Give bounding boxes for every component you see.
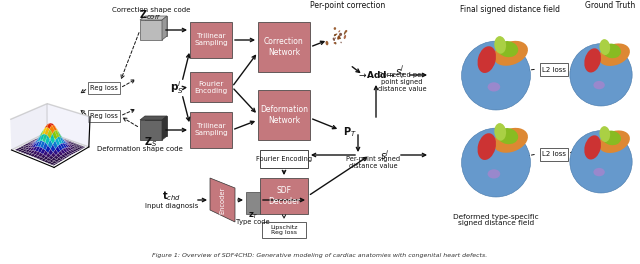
- Polygon shape: [162, 16, 167, 40]
- Text: $\mathbf{p}^i_S$: $\mathbf{p}^i_S$: [170, 80, 184, 96]
- Ellipse shape: [333, 37, 335, 41]
- Text: Deformed type-specific
signed distance field: Deformed type-specific signed distance f…: [453, 214, 539, 227]
- Circle shape: [461, 41, 531, 110]
- Ellipse shape: [593, 81, 605, 89]
- Text: Per-point signed
distance value: Per-point signed distance value: [346, 157, 400, 169]
- Text: Correction shape code: Correction shape code: [112, 7, 190, 13]
- Text: Corrected per-
point signed
distance value: Corrected per- point signed distance val…: [378, 72, 426, 92]
- Ellipse shape: [584, 135, 601, 159]
- Ellipse shape: [600, 39, 610, 55]
- FancyBboxPatch shape: [145, 116, 167, 136]
- Ellipse shape: [326, 41, 328, 45]
- Ellipse shape: [598, 130, 630, 153]
- FancyBboxPatch shape: [190, 22, 232, 58]
- Ellipse shape: [335, 34, 337, 36]
- Text: Ground Truth: Ground Truth: [585, 1, 635, 10]
- FancyBboxPatch shape: [260, 150, 308, 168]
- FancyBboxPatch shape: [190, 72, 232, 102]
- Ellipse shape: [584, 48, 601, 73]
- Polygon shape: [162, 116, 167, 140]
- Text: Input diagnosis: Input diagnosis: [145, 203, 198, 209]
- Text: Lipschitz
Reg loss: Lipschitz Reg loss: [270, 225, 298, 235]
- Text: $\mathbf{Z}_S$: $\mathbf{Z}_S$: [145, 135, 157, 149]
- Ellipse shape: [488, 82, 500, 92]
- Polygon shape: [140, 116, 167, 120]
- Ellipse shape: [335, 42, 337, 44]
- FancyBboxPatch shape: [140, 120, 162, 140]
- Circle shape: [570, 44, 632, 106]
- FancyBboxPatch shape: [540, 148, 568, 161]
- Text: Type code: Type code: [236, 219, 270, 225]
- Ellipse shape: [600, 126, 610, 142]
- Text: Correction
Network: Correction Network: [264, 37, 304, 57]
- Ellipse shape: [333, 27, 336, 30]
- FancyBboxPatch shape: [258, 22, 310, 72]
- Text: Reg loss: Reg loss: [90, 85, 118, 91]
- Text: Deformation
Network: Deformation Network: [260, 105, 308, 125]
- FancyBboxPatch shape: [145, 16, 167, 36]
- Text: L2 loss: L2 loss: [542, 152, 566, 158]
- Ellipse shape: [334, 34, 336, 36]
- Ellipse shape: [334, 34, 336, 36]
- Text: $\mathbf{t}_{chd}$: $\mathbf{t}_{chd}$: [163, 189, 182, 203]
- Text: $s^j_f$: $s^j_f$: [395, 63, 405, 81]
- Ellipse shape: [493, 128, 528, 153]
- Ellipse shape: [477, 133, 496, 160]
- Ellipse shape: [339, 30, 340, 32]
- Ellipse shape: [497, 41, 518, 57]
- Polygon shape: [140, 16, 167, 20]
- FancyBboxPatch shape: [540, 63, 568, 76]
- Circle shape: [570, 131, 632, 193]
- FancyBboxPatch shape: [88, 110, 120, 122]
- Text: $\mathbf{z}_T$: $\mathbf{z}_T$: [248, 211, 259, 221]
- Circle shape: [461, 128, 531, 197]
- Text: Trilinear
Sampling: Trilinear Sampling: [194, 124, 228, 136]
- Ellipse shape: [337, 35, 340, 40]
- Text: Fourier
Encoding: Fourier Encoding: [195, 81, 228, 93]
- Ellipse shape: [493, 41, 528, 66]
- FancyBboxPatch shape: [262, 222, 306, 238]
- Text: $\mathbf{Z}_{corr}$: $\mathbf{Z}_{corr}$: [140, 8, 163, 22]
- Text: Fourier Encoding: Fourier Encoding: [256, 156, 312, 162]
- Ellipse shape: [344, 35, 346, 39]
- Ellipse shape: [333, 42, 335, 44]
- Text: SDF
Decoder: SDF Decoder: [268, 186, 300, 206]
- FancyBboxPatch shape: [260, 178, 308, 214]
- FancyBboxPatch shape: [140, 20, 162, 40]
- Polygon shape: [210, 178, 235, 222]
- Ellipse shape: [602, 44, 621, 58]
- FancyBboxPatch shape: [190, 112, 232, 148]
- Text: Reg loss: Reg loss: [90, 113, 118, 119]
- Ellipse shape: [339, 33, 342, 36]
- Ellipse shape: [335, 37, 336, 39]
- Ellipse shape: [497, 128, 518, 144]
- Ellipse shape: [598, 44, 630, 66]
- FancyBboxPatch shape: [88, 82, 120, 94]
- Text: $s^j$: $s^j$: [380, 148, 390, 162]
- Text: $\rightarrow\!\mathbf{Add}\!\rightarrow$: $\rightarrow\!\mathbf{Add}\!\rightarrow$: [356, 69, 396, 81]
- Ellipse shape: [345, 30, 348, 33]
- Text: Deformation shape code: Deformation shape code: [97, 146, 183, 152]
- Ellipse shape: [338, 36, 340, 38]
- Ellipse shape: [477, 46, 496, 73]
- Ellipse shape: [340, 42, 342, 43]
- Text: Trilinear
Sampling: Trilinear Sampling: [194, 34, 228, 46]
- Ellipse shape: [494, 36, 506, 54]
- FancyBboxPatch shape: [258, 90, 310, 140]
- Text: $\mathbf{P}_T$: $\mathbf{P}_T$: [343, 125, 357, 139]
- Text: Per-point correction: Per-point correction: [310, 1, 386, 10]
- Ellipse shape: [494, 123, 506, 141]
- FancyBboxPatch shape: [246, 192, 260, 214]
- Text: Figure 1: Overview of SDF4CHD: Generative modeling of cardiac anatomies with con: Figure 1: Overview of SDF4CHD: Generativ…: [152, 253, 488, 258]
- Ellipse shape: [344, 31, 346, 35]
- Ellipse shape: [488, 169, 500, 178]
- Text: L2 loss: L2 loss: [542, 67, 566, 73]
- Text: Final signed distance field: Final signed distance field: [460, 5, 560, 14]
- Ellipse shape: [338, 37, 341, 39]
- Ellipse shape: [593, 168, 605, 176]
- Text: Encoder: Encoder: [219, 186, 225, 214]
- Ellipse shape: [602, 131, 621, 145]
